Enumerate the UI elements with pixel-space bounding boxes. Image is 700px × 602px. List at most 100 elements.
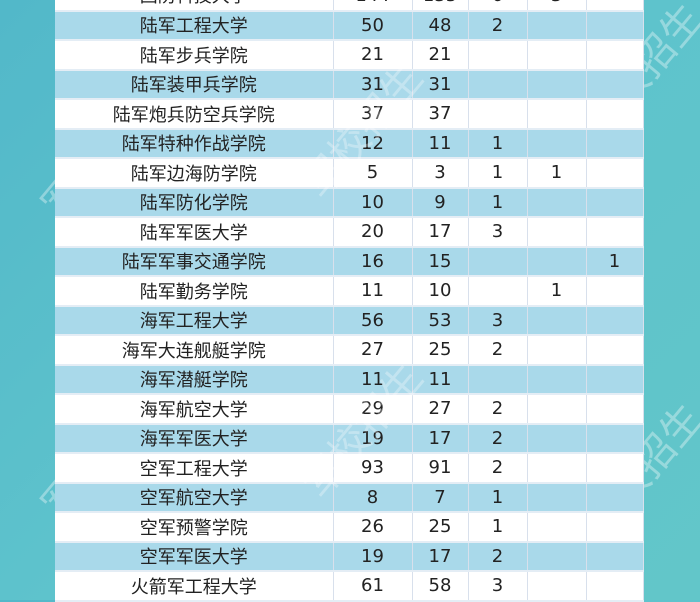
count-cell: 21 <box>412 40 469 71</box>
count-cell <box>586 10 644 41</box>
school-name-cell: 空军航空大学 <box>55 482 334 513</box>
count-cell: 1 <box>468 482 528 513</box>
count-cell <box>586 335 644 366</box>
count-cell: 19 <box>333 423 413 454</box>
count-cell: 48 <box>412 10 469 41</box>
count-cell: 9 <box>412 187 469 218</box>
enrollment-table: 国防科技大学14413563陆军工程大学50482陆军步兵学院2121陆军装甲兵… <box>55 0 644 602</box>
school-name-cell: 海军大连舰艇学院 <box>55 335 334 366</box>
table-row: 陆军军事交通学院 16 15 1 <box>55 246 644 277</box>
count-cell <box>527 10 587 41</box>
count-cell: 11 <box>333 276 413 307</box>
count-cell: 2 <box>468 394 528 425</box>
count-cell: 3 <box>468 305 528 336</box>
count-cell: 1 <box>468 512 528 543</box>
school-name-cell: 空军工程大学 <box>55 453 334 484</box>
table-row: 陆军边海防学院 5 3 1 1 <box>55 158 644 189</box>
table-row: 陆军步兵学院 21 21 <box>55 40 644 71</box>
count-cell: 25 <box>412 512 469 543</box>
count-cell: 20 <box>333 217 413 248</box>
school-name-cell: 空军军医大学 <box>55 541 334 572</box>
school-name-cell: 国防科技大学 <box>55 0 334 12</box>
count-cell: 11 <box>412 128 469 159</box>
count-cell <box>527 482 587 513</box>
school-name-cell: 海军工程大学 <box>55 305 334 336</box>
school-name-cell: 陆军军医大学 <box>55 217 334 248</box>
count-cell <box>527 453 587 484</box>
count-cell: 15 <box>412 246 469 277</box>
count-cell <box>586 394 644 425</box>
count-cell: 56 <box>333 305 413 336</box>
count-cell <box>586 453 644 484</box>
table-row: 海军工程大学 56 53 3 <box>55 305 644 336</box>
count-cell: 3 <box>412 158 469 189</box>
count-cell: 2 <box>468 10 528 41</box>
table-row: 空军工程大学 93 91 2 <box>55 453 644 484</box>
count-cell: 17 <box>412 423 469 454</box>
count-cell <box>468 276 528 307</box>
table-row: 国防科技大学14413563 <box>55 0 644 12</box>
count-cell: 1 <box>527 276 587 307</box>
count-cell: 21 <box>333 40 413 71</box>
count-cell: 31 <box>412 69 469 100</box>
count-cell <box>527 128 587 159</box>
school-name-cell: 陆军炮兵防空兵学院 <box>55 99 334 130</box>
count-cell: 7 <box>412 482 469 513</box>
count-cell: 10 <box>333 187 413 218</box>
count-cell: 5 <box>333 158 413 189</box>
school-name-cell: 海军军医大学 <box>55 423 334 454</box>
count-cell: 2 <box>468 335 528 366</box>
count-cell: 91 <box>412 453 469 484</box>
count-cell: 53 <box>412 305 469 336</box>
count-cell <box>586 217 644 248</box>
count-cell <box>586 482 644 513</box>
count-cell: 19 <box>333 541 413 572</box>
count-cell <box>586 0 644 12</box>
table-row: 海军大连舰艇学院 27 25 2 <box>55 335 644 366</box>
count-cell: 25 <box>412 335 469 366</box>
table-row: 陆军特种作战学院 12 11 1 <box>55 128 644 159</box>
count-cell: 93 <box>333 453 413 484</box>
school-name-cell: 陆军装甲兵学院 <box>55 69 334 100</box>
count-cell <box>527 69 587 100</box>
count-cell <box>586 158 644 189</box>
count-cell: 37 <box>333 99 413 130</box>
count-cell: 12 <box>333 128 413 159</box>
count-cell <box>527 423 587 454</box>
count-cell <box>527 541 587 572</box>
count-cell: 26 <box>333 512 413 543</box>
table-row: 陆军装甲兵学院 31 31 <box>55 69 644 100</box>
count-cell: 3 <box>527 0 587 12</box>
count-cell: 2 <box>468 453 528 484</box>
count-cell <box>586 364 644 395</box>
count-cell: 27 <box>412 394 469 425</box>
table-row: 火箭军工程大学 61 58 3 <box>55 571 644 602</box>
count-cell: 31 <box>333 69 413 100</box>
count-cell: 1 <box>468 158 528 189</box>
count-cell: 16 <box>333 246 413 277</box>
count-cell <box>586 187 644 218</box>
school-name-cell: 海军航空大学 <box>55 394 334 425</box>
count-cell: 1 <box>468 128 528 159</box>
school-name-cell: 陆军工程大学 <box>55 10 334 41</box>
table-row: 陆军军医大学 20 17 3 <box>55 217 644 248</box>
count-cell <box>527 512 587 543</box>
count-cell: 1 <box>527 158 587 189</box>
table-row: 空军预警学院 26 25 1 <box>55 512 644 543</box>
school-name-cell: 陆军步兵学院 <box>55 40 334 71</box>
table-row: 陆军防化学院 10 9 1 <box>55 187 644 218</box>
count-cell <box>586 40 644 71</box>
count-cell <box>468 364 528 395</box>
count-cell: 11 <box>412 364 469 395</box>
count-cell: 50 <box>333 10 413 41</box>
school-name-cell: 陆军军事交通学院 <box>55 246 334 277</box>
count-cell <box>586 541 644 572</box>
count-cell: 8 <box>333 482 413 513</box>
count-cell: 29 <box>333 394 413 425</box>
school-name-cell: 陆军防化学院 <box>55 187 334 218</box>
count-cell: 61 <box>333 571 413 602</box>
school-name-cell: 陆军边海防学院 <box>55 158 334 189</box>
count-cell <box>468 246 528 277</box>
count-cell <box>527 394 587 425</box>
count-cell: 6 <box>468 0 528 12</box>
